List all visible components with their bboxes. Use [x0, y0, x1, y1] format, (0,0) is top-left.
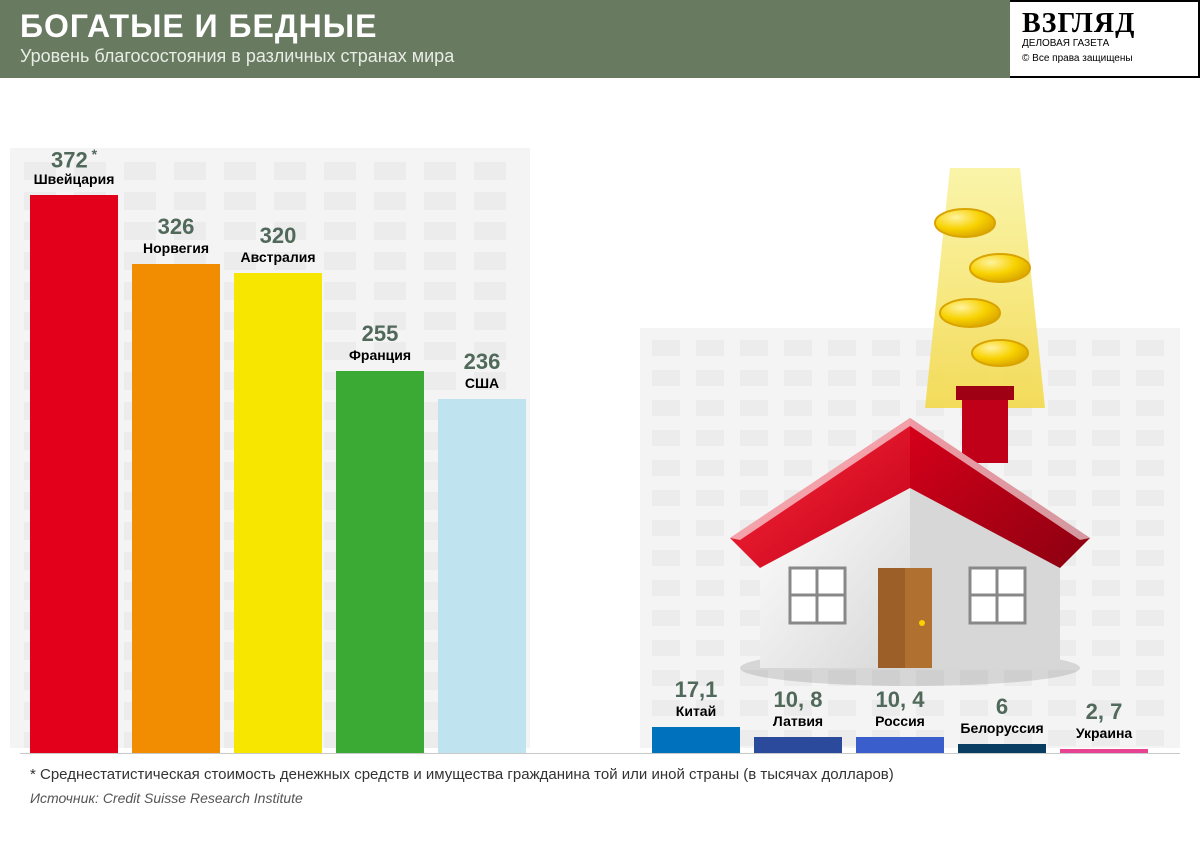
bar-fill — [336, 371, 424, 754]
coin-icon — [935, 209, 995, 237]
bar-value: 320 — [216, 225, 339, 247]
bar-fill — [1060, 749, 1148, 753]
source-label: Источник: — [30, 790, 99, 806]
source-value: Credit Suisse Research Institute — [103, 790, 303, 806]
chart-baseline — [20, 753, 1180, 754]
coin-icon — [940, 299, 1000, 327]
bar-Китай: 17,1Китай — [652, 727, 740, 753]
footnote-text: * Среднестатистическая стоимость денежны… — [30, 766, 894, 783]
bar-fill — [438, 399, 526, 753]
bar-value: 372 * — [12, 147, 135, 171]
bar-fill — [754, 737, 842, 753]
coin-icon — [970, 254, 1030, 282]
light-beam-icon — [925, 168, 1045, 408]
logo-tagline: ДЕЛОВАЯ ГАЗЕТА — [1022, 38, 1186, 49]
bar-Белоруссия: 6Белоруссия — [958, 744, 1046, 753]
bar-fill — [652, 727, 740, 753]
chart-canvas: 372 *Швейцария326Норвегия320Австралия255… — [0, 78, 1200, 848]
bar-Норвегия: 326Норвегия — [132, 264, 220, 753]
chimney-icon — [962, 393, 1008, 463]
coin-icon — [972, 340, 1028, 366]
bar-value: 255 — [318, 323, 441, 345]
bar-label: Украина — [1034, 725, 1175, 741]
bar-label: Швейцария — [4, 171, 145, 187]
bar-value: 2, 7 — [1042, 701, 1165, 723]
bar-Россия: 10, 4Россия — [856, 737, 944, 753]
page-title: БОГАТЫЕ И БЕДНЫЕ — [20, 10, 990, 42]
bar-label: Австралия — [208, 249, 349, 265]
house-illustration — [700, 168, 1120, 688]
bar-value: 236 — [420, 351, 543, 373]
bar-fill — [958, 744, 1046, 753]
bar-fill — [30, 195, 118, 753]
bar-fill — [856, 737, 944, 753]
logo-name: ВЗГЛЯД — [1022, 8, 1186, 40]
header-panel: БОГАТЫЕ И БЕДНЫЕ Уровень благосостояния … — [0, 0, 1010, 78]
bar-fill — [132, 264, 220, 753]
bar-Швейцария: 372 *Швейцария — [30, 195, 118, 753]
logo-box: ВЗГЛЯД ДЕЛОВАЯ ГАЗЕТА © Все права защище… — [1010, 0, 1200, 78]
bar-fill — [234, 273, 322, 753]
source-text: Источник: Credit Suisse Research Institu… — [30, 790, 303, 806]
bar-США: 236США — [438, 399, 526, 753]
logo-copyright: © Все права защищены — [1022, 53, 1186, 64]
bar-Латвия: 10, 8Латвия — [754, 737, 842, 753]
bar-Франция: 255Франция — [336, 371, 424, 754]
page-subtitle: Уровень благосостояния в различных стран… — [20, 46, 990, 67]
bar-Украина: 2, 7Украина — [1060, 749, 1148, 753]
bar-label: США — [412, 375, 553, 391]
bar-Австралия: 320Австралия — [234, 273, 322, 753]
